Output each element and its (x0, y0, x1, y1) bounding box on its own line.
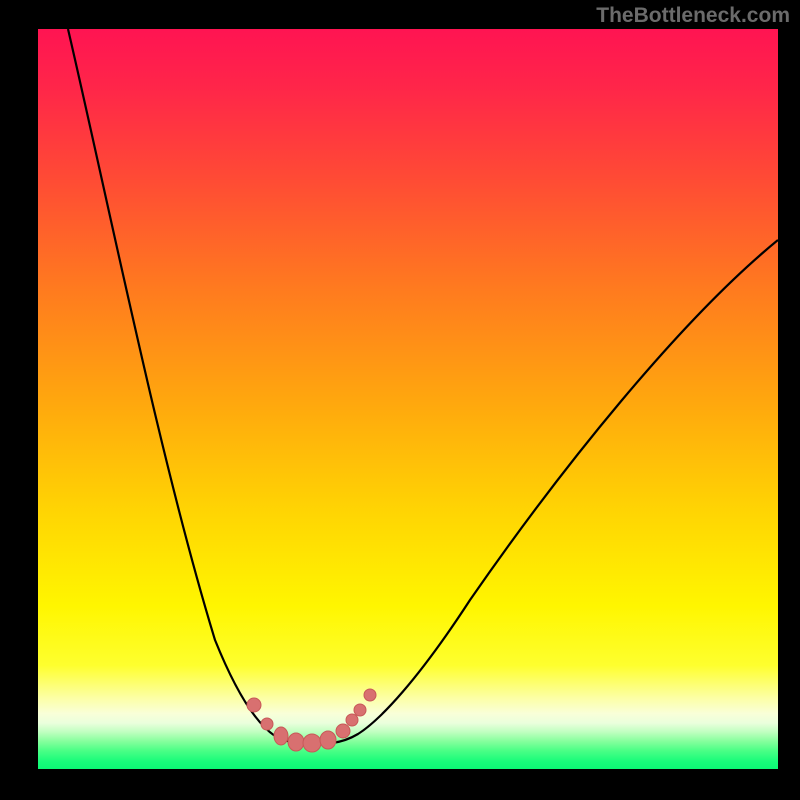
curve-marker (274, 727, 288, 745)
curve-marker (288, 733, 304, 751)
curve-marker (320, 731, 336, 749)
watermark-text: TheBottleneck.com (596, 4, 790, 28)
curve-marker (346, 714, 358, 726)
curve-marker (261, 718, 273, 730)
plot-background (38, 29, 778, 769)
curve-marker (364, 689, 376, 701)
curve-marker (354, 704, 366, 716)
curve-marker (303, 734, 321, 752)
curve-marker (336, 724, 350, 738)
curve-marker (247, 698, 261, 712)
bottleneck-chart (0, 0, 800, 800)
